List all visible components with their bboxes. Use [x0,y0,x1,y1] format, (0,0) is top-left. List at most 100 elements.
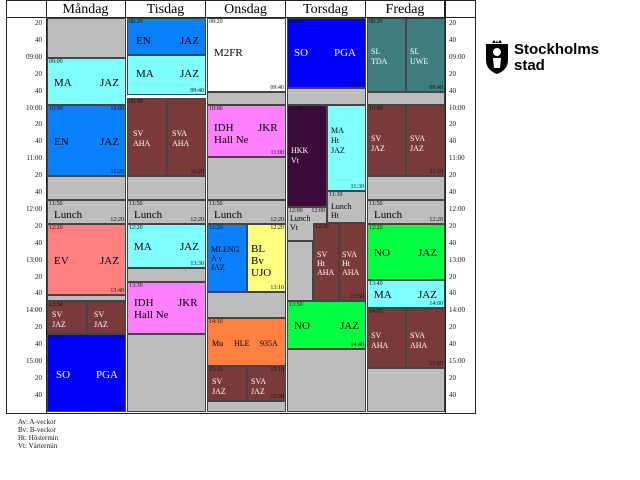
fri-ma-end: 14:00 [429,301,443,307]
tue-en-subject: EN [136,35,151,47]
mon-gray-low [47,295,126,301]
time-tick-label: 09:00 [449,52,465,61]
thu-no-block[interactable]: 13:50 NO JAZ 14:40 [287,301,366,349]
tue-en-block[interactable]: 08:20 EN JAZ [127,18,206,55]
tue-en-teacher: JAZ [180,35,199,47]
fri-sl-start: 08:20 [369,19,383,25]
time-tick-label: 10:00 [449,103,465,112]
fri-ma-block[interactable]: 13:40 MA JAZ 14:00 [367,280,445,308]
tue-idh-subject: IDH [134,297,154,309]
legend-item: Av: A-veckor [18,418,56,426]
day-header-wednesday: Onsdag [206,1,286,18]
fri-sva-block[interactable]: SVA JAZ 11:20 [406,105,445,176]
tue-ma-block[interactable]: MA JAZ 09:40 [127,55,206,95]
wed-bl-block[interactable]: 12:20 BL Bv UJO 13:10 [247,224,286,292]
wed-mleng-subject: MLENG [211,245,240,254]
wed-sv-block[interactable]: 15:10 SV JAZ [207,366,247,401]
thu-sva-block[interactable]: SVA Ht AHA 13:50 [339,223,366,301]
time-tick-label: 20 [449,120,456,129]
wed-mu-room: 935A [260,339,278,348]
fri-sv-subject: SV [371,134,382,143]
stockholms-stad-logo: Stockholms stad [484,38,604,82]
mon-sva-block[interactable]: SV JAZ [87,301,126,334]
mon-en-block[interactable]: 10:00 10:00 11:20 EN JAZ [47,105,126,176]
wed-sv-teacher: JAZ [212,387,226,396]
mon-so-start-right: 14:30 [110,335,124,341]
thu-so-block[interactable]: 08:20 SO PGA 09:30 [287,18,366,88]
wed-lunch-block: 11:50 Lunch 12:20 [207,200,286,224]
tue-idh-start: 13:30 [129,283,143,289]
fri-no-block[interactable]: 12:20 NO JAZ [367,224,445,280]
fri-sl2-block[interactable]: SL UWE 09:40 [406,18,445,92]
thu-ma-block[interactable]: MA Ht JAZ 11:30 [327,105,366,191]
wed-sva-block[interactable]: 15:10 SVA JAZ 15:30 [247,366,286,401]
time-tick-label: 20 [449,171,456,180]
tue-lunch-end: 12:20 [190,217,204,223]
time-tick-label: 13:00 [449,255,465,264]
thu-gray-b [287,241,313,301]
time-tick-label: 40 [35,86,42,95]
mon-lunch-start: 11:50 [49,201,63,207]
tue-lunch-start: 11:50 [129,201,143,207]
thu-sv-term: Ht [317,259,325,268]
thu-sv-block[interactable]: 12:30 SV Ht AHA [313,223,339,301]
wed-m2fr-block[interactable]: 08:20 M2FR 09:40 [207,18,286,92]
mon-lunch-label: Lunch [54,209,83,221]
thu-lunch-ht-start: 11:30 [329,192,343,198]
tue-ma-subject: MA [136,68,154,80]
fri-sv2-block[interactable]: 14:05 SV AHA [367,308,406,368]
fri-sv-block[interactable]: 10:00 SV JAZ [367,105,406,176]
mon-ev-block[interactable]: 12:20 EV JAZ 13:40 [47,224,126,295]
mon-ev-subject: EV [54,255,69,267]
time-tick-label: 40 [449,390,456,399]
time-tick-label: 10:00 [26,103,42,112]
day-header-monday: Måndag [46,1,126,18]
thu-lunch-vt-start: 12:00 [289,208,303,214]
day-header-thursday: Torsdag [286,1,366,18]
thu-ma-term: Ht [331,136,339,145]
fri-sl-subject: SL [371,47,381,56]
thu-no-teacher: JAZ [340,320,359,332]
mon-ma-start: 09:00 [49,59,63,65]
wed-mu-block[interactable]: 14:10 Mu HLE 935A [207,318,286,366]
thu-hkk-term: Vt [291,156,299,165]
wed-sv-subject: SV [212,377,223,386]
mon-en-end: 11:20 [110,169,124,175]
wed-mleng-week: A v [211,254,223,263]
fri-gray-c [367,368,445,412]
mon-so-block[interactable]: 14:30 14:30 SO PGA 16:00 [47,334,126,412]
tue-sv-teacher: AHA [133,139,151,148]
time-tick-label: 20 [449,69,456,78]
wed-gray-d [207,401,286,412]
wed-bl-start: 12:20 [270,225,284,231]
wed-m2fr-end: 09:40 [270,85,284,91]
logo-text-line1: Stockholms [514,41,600,58]
fri-ma-start: 13:40 [369,281,383,287]
wed-mleng-block[interactable]: 12:20 MLENG A v JAZ [207,224,247,292]
wed-idh-block[interactable]: 10:00 IDH JKR Hall Ne 11:00 [207,105,286,157]
fri-sl2-end: 09:40 [429,85,443,91]
mon-sv-block[interactable]: 13:50 SV JAZ [47,301,87,334]
wed-lunch-start: 11:50 [209,201,223,207]
time-tick-label: 20 [35,373,42,382]
fri-sva2-teacher: AHA [410,341,428,350]
fri-sv2-start: 14:05 [369,309,383,315]
thu-hkk-block[interactable]: 10:00 HKK Vt [287,105,327,207]
fri-sva2-block[interactable]: SVA AHA 15:05 [406,308,445,368]
thu-gray-a [287,88,366,105]
thu-ma-subject: MA [331,126,344,135]
tue-sva-end: 11:20 [190,169,204,175]
time-tick-label: 40 [449,188,456,196]
mon-ma-block[interactable]: 09:00 MA JAZ [47,58,126,105]
time-tick-label: 15:00 [449,357,465,365]
tue-ma2-block[interactable]: 12:20 MA JAZ 13:30 [127,224,206,268]
fri-sl-block[interactable]: 08:20 SL TDA [367,18,406,92]
wed-m2fr-start: 08:20 [209,19,223,25]
wed-bl-end: 13:10 [270,285,284,291]
time-tick-label: 40 [449,238,456,247]
fri-sva-end: 11:20 [429,169,443,175]
tue-sva-block[interactable]: SVA AHA 11:20 [167,98,206,176]
tue-idh-block[interactable]: 13:30 IDH JKR Hall Ne [127,282,206,334]
right-axis-divider [445,0,446,414]
tue-sv-block[interactable]: 09:50 SV AHA [127,98,167,176]
